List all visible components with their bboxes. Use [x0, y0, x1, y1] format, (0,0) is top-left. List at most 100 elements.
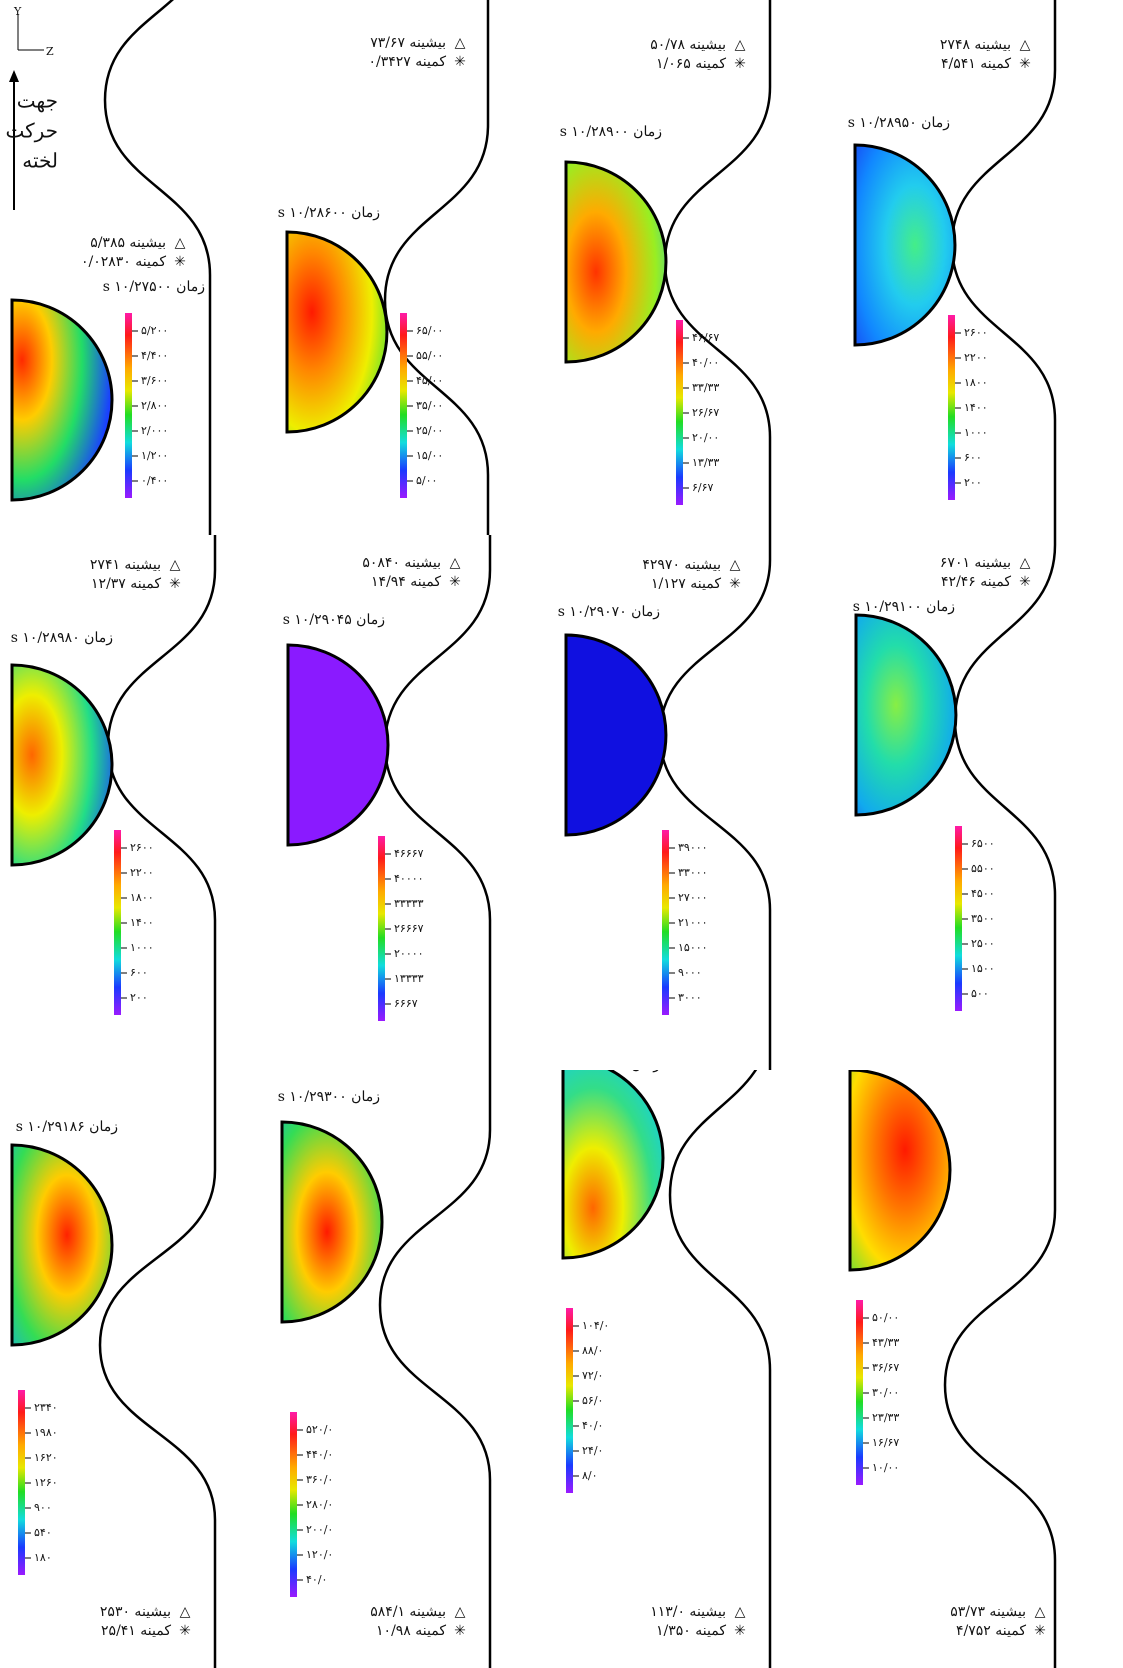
colorbar-label: ۶۵/۰۰: [416, 324, 443, 337]
panel: ۱۰۴/۰۸۸/۰۷۲/۰۵۶/۰۴۰/۰۲۴/۰۸/۰△✳بیشینه ۱۱۳…: [558, 1020, 770, 1668]
vessel-wall: [660, 525, 770, 1080]
colorbar-label: ۵/۰۰: [416, 474, 437, 487]
max-symbol: △: [1020, 555, 1031, 571]
colorbar: [114, 830, 121, 1015]
colorbar-label: ۴۳/۳۳: [872, 1336, 899, 1349]
colorbar-label: ۲/۰۰۰: [141, 424, 168, 437]
axis-y: Y: [13, 5, 22, 18]
vessel-wall: [105, 0, 210, 545]
time-label: زمان s ۱۰/۲۹۱۸۶: [16, 1119, 118, 1135]
min-label: کمینه ۱/۰۶۵: [656, 56, 726, 72]
colorbar-label: ۶۵۰۰: [971, 837, 995, 850]
colorbar-label: ۱۴۰۰: [130, 916, 154, 929]
colorbar-label: ۵/۲۰۰: [141, 324, 168, 337]
min-symbol: ✳: [454, 54, 466, 70]
colorbar: [400, 313, 407, 498]
colorbar-label: ۱۰۴/۰: [582, 1319, 609, 1332]
min-label: کمینه ۱/۳۵۰: [656, 1623, 726, 1639]
colorbar-label: ۱۳۳۳۳: [394, 972, 424, 985]
panel: ۴۶/۶۷۴۰/۰۰۳۳/۳۳۲۶/۶۷۲۰/۰۰۱۳/۳۳۶/۶۷△✳بیشی…: [560, 0, 770, 545]
colorbar: [676, 320, 683, 505]
colorbar-label: ۱۰۰۰: [130, 941, 154, 954]
min-symbol: ✳: [734, 56, 746, 72]
clot: [288, 645, 388, 845]
vessel-wall: [380, 1060, 490, 1668]
colorbar-label: ۲۲۰۰: [130, 866, 154, 879]
colorbar: [378, 836, 385, 1021]
colorbar-label: ۲۰۰/۰: [306, 1523, 333, 1536]
max-symbol: △: [1035, 1604, 1046, 1620]
clot: [850, 1070, 950, 1270]
time-label: زمان s ۱۰/۲۹۸۰۷: [843, 1044, 945, 1060]
colorbar: [955, 826, 962, 1011]
colorbar-label: ۱۶۲۰: [34, 1451, 58, 1464]
colorbar-label: ۲۰۰۰۰: [394, 947, 424, 960]
max-label: بیشینه ۱۱۳/۰: [650, 1604, 726, 1620]
colorbar-label: ۳۶۰/۰: [306, 1473, 333, 1486]
colorbar-label: ۱۲۶۰: [34, 1476, 58, 1489]
clot: [566, 635, 666, 835]
colorbar-label: ۳۵/۰۰: [416, 399, 443, 412]
colorbar-label: ۴۶/۶۷: [692, 331, 719, 344]
time-label: زمان s ۱۰/۲۹۳۰۰: [278, 1089, 380, 1105]
colorbar-label: ۸/۰: [582, 1469, 598, 1482]
min-label: کمینه ۱۰/۹۸: [376, 1623, 446, 1639]
colorbar-label: ۱۸۰۰: [964, 376, 988, 389]
min-label: کمینه ۲۵/۴۱: [101, 1623, 171, 1639]
max-symbol: △: [730, 557, 741, 573]
colorbar-label: ۱۶/۶۷: [872, 1436, 899, 1449]
clot: [855, 145, 955, 345]
colorbar: [948, 315, 955, 500]
panel: ۲۳۴۰۱۹۸۰۱۶۲۰۱۲۶۰۹۰۰۵۴۰۱۸۰△✳بیشینه ۲۵۳۰کم…: [12, 1060, 215, 1668]
colorbar-label: ۲۰/۰۰: [692, 431, 719, 444]
time-label: زمان s ۱۰/۲۹۰۴۵: [283, 612, 385, 628]
colorbar-label: ۸۸/۰: [582, 1344, 603, 1357]
vessel-wall: [108, 525, 215, 1080]
clot: [12, 665, 112, 865]
panel: ۵۲۰/۰۴۴۰/۰۳۶۰/۰۲۸۰/۰۲۰۰/۰۱۲۰/۰۴۰/۰△✳بیشی…: [278, 1060, 490, 1668]
max-label: بیشینه ۲۵۳۰: [100, 1604, 171, 1620]
colorbar: [18, 1390, 25, 1575]
min-label: کمینه ۴۲/۴۶: [941, 574, 1011, 590]
colorbar-label: ۲۵۰۰: [971, 937, 995, 950]
flow-label: لخته: [22, 149, 58, 173]
max-label: بیشینه ۵۰/۷۸: [650, 37, 726, 53]
colorbar-label: ۹۰۰۰: [678, 966, 702, 979]
colorbar-label: ۳۹۰۰۰: [678, 841, 708, 854]
colorbar-label: ۱۰/۰۰: [872, 1461, 899, 1474]
colorbar-label: ۲۴/۰: [582, 1444, 603, 1457]
colorbar-label: ۱۵/۰۰: [416, 449, 443, 462]
colorbar-label: ۳۰۰۰: [678, 991, 702, 1004]
colorbar-label: ۱۳/۳۳: [692, 456, 719, 469]
min-label: کمینه ۱۲/۳۷: [91, 576, 161, 592]
min-symbol: ✳: [454, 1623, 466, 1639]
min-symbol: ✳: [1034, 1623, 1046, 1639]
colorbar-label: ۱۲۰/۰: [306, 1548, 333, 1561]
colorbar-label: ۴۵۰۰: [971, 887, 995, 900]
max-symbol: △: [735, 1604, 746, 1620]
min-symbol: ✳: [169, 576, 181, 592]
time-label: زمان s ۱۰/۲۸۹۰۰: [560, 124, 662, 140]
colorbar-label: ۲/۸۰۰: [141, 399, 168, 412]
clot: [856, 615, 956, 815]
max-label: بیشینه ۵۰۸۴۰: [362, 555, 441, 571]
panel: ۵/۲۰۰۴/۴۰۰۳/۶۰۰۲/۸۰۰۲/۰۰۰۱/۲۰۰۰/۴۰۰△✳بیش…: [12, 0, 210, 545]
max-label: بیشینه ۶۷۰۱: [940, 555, 1011, 571]
max-label: بیشینه ۲۷۴۱: [90, 557, 161, 573]
colorbar-label: ۰/۴۰۰: [141, 474, 168, 487]
max-symbol: △: [455, 35, 466, 51]
colorbar-label: ۵۲۰/۰: [306, 1423, 333, 1436]
colorbar-label: ۵۶/۰: [582, 1394, 603, 1407]
max-symbol: △: [170, 557, 181, 573]
colorbar: [662, 830, 669, 1015]
max-label: بیشینه ۴۲۹۷۰: [642, 557, 721, 573]
max-symbol: △: [735, 37, 746, 53]
colorbar-label: ۲۷۰۰۰: [678, 891, 708, 904]
max-symbol: △: [175, 235, 186, 251]
max-label: بیشینه ۵/۳۸۵: [90, 235, 166, 251]
colorbar-label: ۲۶/۶۷: [692, 406, 719, 419]
colorbar-label: ۴/۴۰۰: [141, 349, 168, 362]
colorbar-label: ۶۰۰: [130, 966, 148, 979]
